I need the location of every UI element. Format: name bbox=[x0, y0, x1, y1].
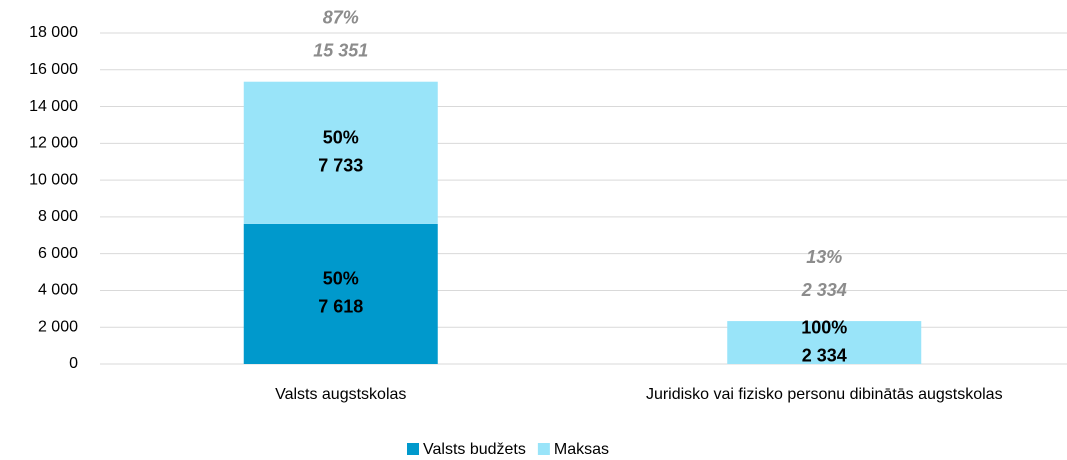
total-share-label: 87% bbox=[323, 7, 359, 27]
y-tick-label: 0 bbox=[69, 355, 78, 372]
y-tick-label: 8 000 bbox=[38, 208, 78, 225]
legend-label: Maksas bbox=[554, 441, 609, 458]
y-tick-label: 14 000 bbox=[29, 98, 78, 115]
x-tick-label: Juridisko vai fizisko personu dibinātās … bbox=[646, 386, 1003, 403]
y-tick-label: 4 000 bbox=[38, 282, 78, 299]
bar-segment bbox=[727, 321, 922, 364]
legend-label: Valsts budžets bbox=[423, 441, 526, 458]
total-share-label: 13% bbox=[806, 247, 842, 267]
y-tick-label: 2 000 bbox=[38, 318, 78, 335]
legend-swatch bbox=[407, 443, 419, 455]
segment-share-label: 100% bbox=[801, 317, 847, 337]
total-label: 15 351 bbox=[313, 40, 368, 60]
segment-value-label: 2 334 bbox=[802, 345, 847, 365]
legend-swatch bbox=[537, 443, 550, 455]
y-tick-label: 16 000 bbox=[29, 61, 78, 78]
y-tick-label: 6 000 bbox=[38, 245, 78, 262]
y-tick-label: 12 000 bbox=[29, 135, 78, 152]
y-tick-label: 18 000 bbox=[29, 24, 78, 41]
bar-segment bbox=[243, 223, 438, 364]
y-tick-label: 10 000 bbox=[29, 171, 78, 188]
segment-share-label: 50% bbox=[323, 128, 359, 148]
x-tick-label: Valsts augstskolas bbox=[275, 386, 406, 403]
segment-value-label: 7 733 bbox=[318, 156, 363, 176]
segment-share-label: 50% bbox=[323, 269, 359, 289]
total-label: 2 334 bbox=[801, 280, 847, 300]
segment-value-label: 7 618 bbox=[318, 297, 363, 317]
bar-segment bbox=[243, 81, 438, 224]
